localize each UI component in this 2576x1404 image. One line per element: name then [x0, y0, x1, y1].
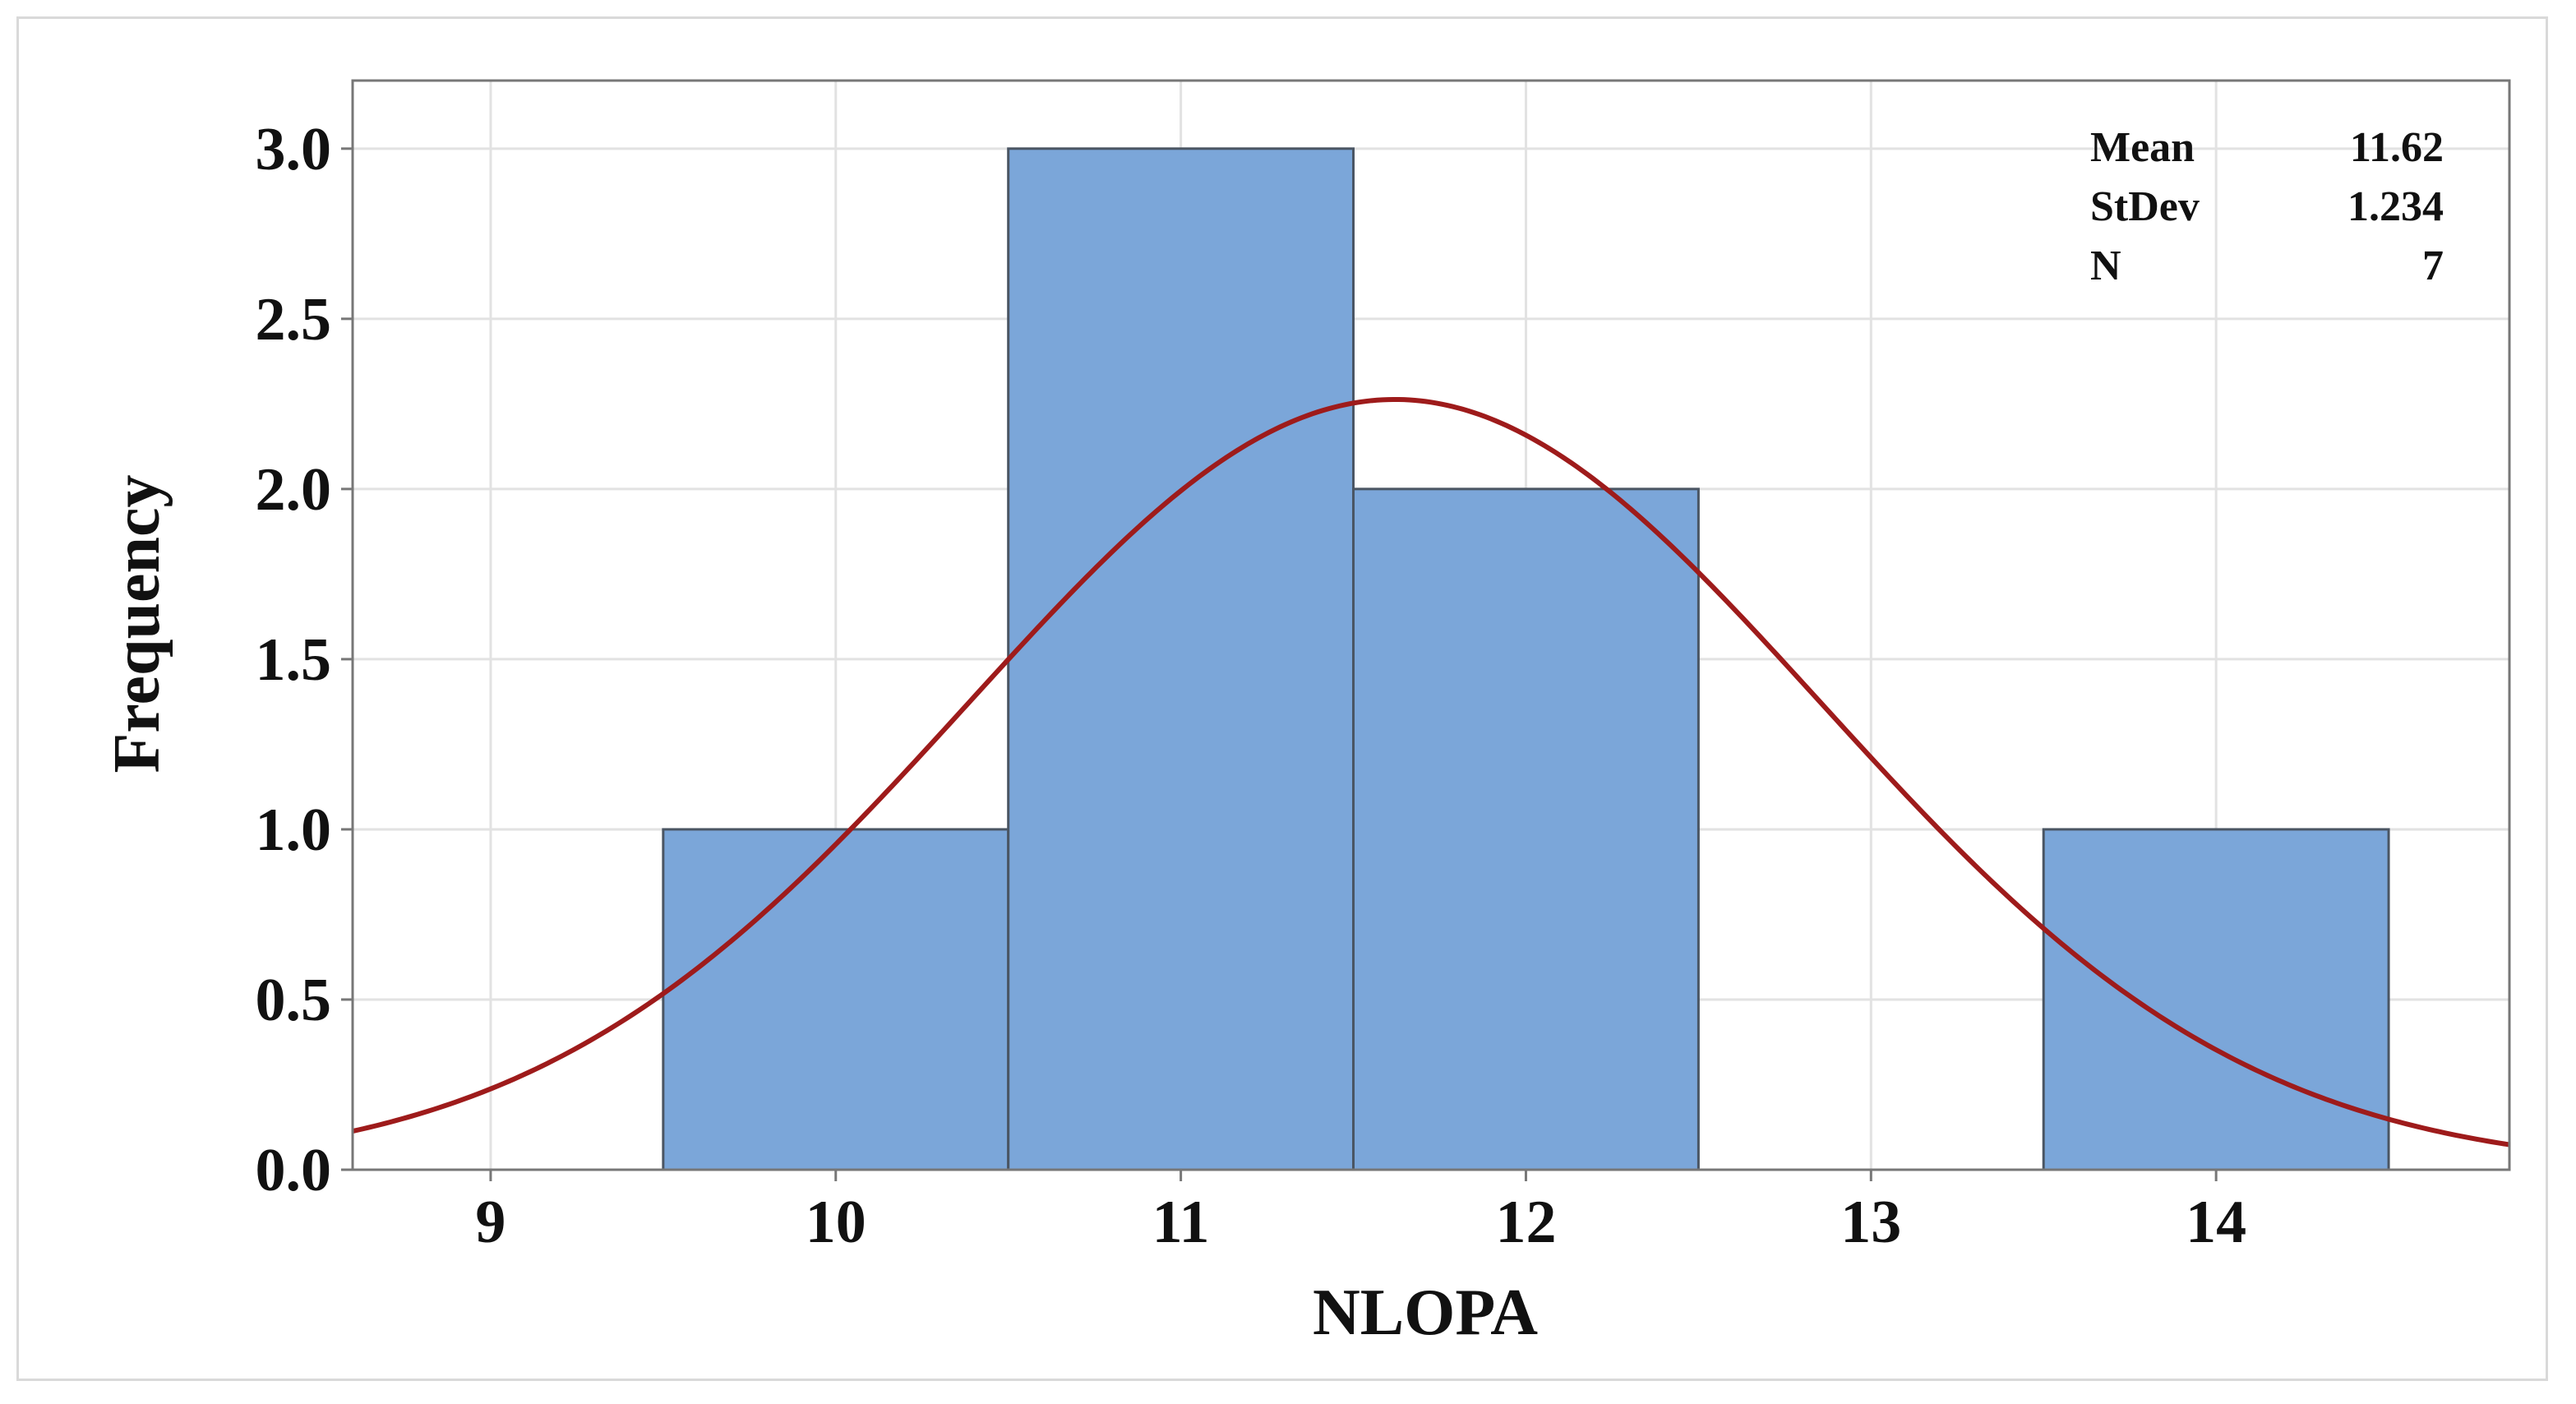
y-tick-label: 1.5 — [256, 626, 332, 694]
plot-border — [351, 79, 2511, 1171]
histogram-bar — [1352, 487, 1700, 1171]
axes — [351, 79, 2511, 1171]
histogram-chart: 0.0 0.5 1.0 1.5 2.0 2.5 3.0 9 10 11 12 13 14 Mean 11… — [101, 79, 2511, 1349]
y-tick-label: 2.0 — [256, 456, 332, 524]
x-tick-label: 11 — [1152, 1189, 1210, 1256]
stat-label: Mean — [2090, 124, 2195, 171]
histogram-bar — [1007, 147, 1355, 1171]
normal-fit-layer — [352, 396, 2510, 1148]
stat-value: 11.62 — [2350, 124, 2444, 171]
histogram-bar — [2042, 828, 2390, 1171]
x-tick-label: 10 — [806, 1189, 866, 1256]
stat-label: StDev — [2090, 183, 2200, 230]
y-tick-labels: 0.0 0.5 1.0 1.5 2.0 2.5 3.0 — [256, 116, 353, 1204]
histogram-bar — [662, 828, 1010, 1171]
x-axis-title: NLOPA — [1313, 1277, 1538, 1349]
stat-label: N — [2090, 242, 2121, 289]
x-tick-label: 9 — [475, 1189, 506, 1256]
chart-frame: 0.0 0.5 1.0 1.5 2.0 2.5 3.0 9 10 11 12 13 14 Mean 11… — [16, 16, 2548, 1381]
stat-value: 1.234 — [2347, 183, 2444, 230]
y-tick-label: 1.0 — [256, 797, 332, 864]
y-tick-label: 2.5 — [256, 286, 332, 353]
y-tick-label: 0.0 — [256, 1137, 332, 1204]
y-tick-label: 3.0 — [256, 116, 332, 183]
stat-value: 7 — [2422, 242, 2444, 289]
x-tick-label: 13 — [1840, 1189, 1901, 1256]
x-tick-labels: 9 10 11 12 13 14 — [475, 1170, 2246, 1256]
normal-fit-curve — [352, 396, 2510, 1148]
x-tick-label: 14 — [2186, 1189, 2246, 1256]
stats-box: Mean 11.62 StDev 1.234 N 7 — [2090, 124, 2444, 289]
histogram-bars — [662, 147, 2390, 1171]
x-tick-label: 12 — [1495, 1189, 1556, 1256]
y-axis-title: Frequency — [101, 475, 173, 774]
y-tick-label: 0.5 — [256, 967, 332, 1034]
